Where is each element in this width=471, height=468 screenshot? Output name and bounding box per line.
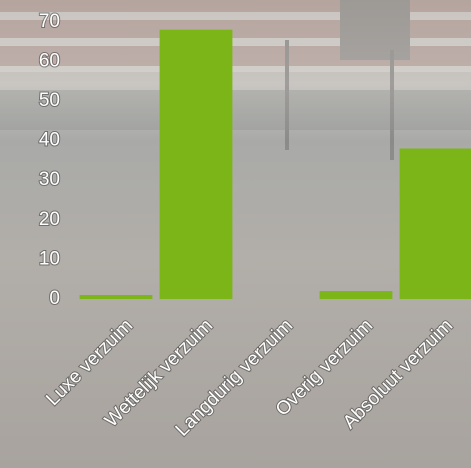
bar	[79, 295, 153, 299]
y-tick-label: 40	[39, 130, 60, 151]
y-tick-label: 70	[39, 11, 60, 32]
y-tick-label: 30	[39, 169, 60, 190]
y-tick-label: 60	[39, 50, 60, 71]
y-tick-label: 10	[39, 248, 60, 269]
y-tick-label: 0	[49, 288, 60, 309]
bar	[159, 29, 233, 299]
bar	[399, 148, 471, 299]
y-tick-label: 20	[39, 209, 60, 230]
background-building	[0, 0, 471, 160]
bar	[319, 291, 393, 299]
y-tick-label: 50	[39, 90, 60, 111]
